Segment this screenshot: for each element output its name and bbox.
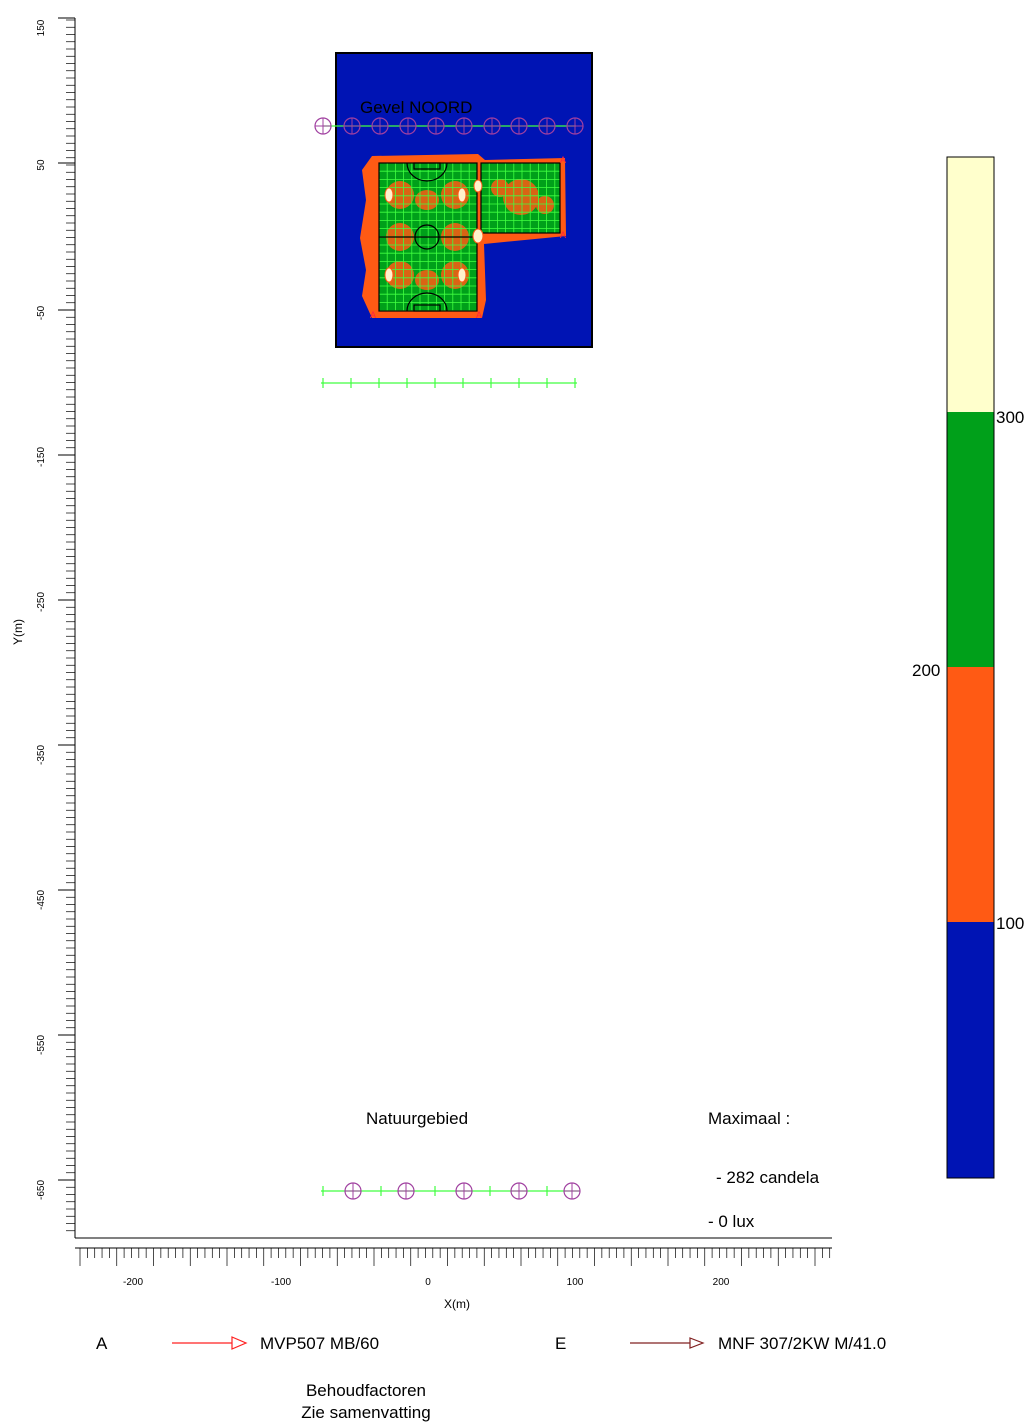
y-axis-tick-label: 50	[36, 159, 47, 171]
facade-north-observers	[314, 117, 584, 135]
legend-name: MVP507 MB/60	[260, 1334, 379, 1353]
luminaire-legend: A MVP507 MB/60 E MNF 307/2KW M/41.0 Beho…	[96, 1334, 886, 1422]
y-axis-tick-label: -250	[36, 592, 47, 612]
nature-area-label: Natuurgebied	[366, 1109, 468, 1128]
maintenance-factors-note: Zie samenvatting	[301, 1403, 430, 1422]
legend-arrow-icon	[630, 1337, 705, 1349]
maximum-title: Maximaal :	[708, 1109, 790, 1128]
y-axis-tick-label: -150	[36, 447, 47, 467]
y-axis-title: Y(m)	[11, 619, 25, 645]
y-axis-tick-label: -50	[36, 305, 47, 320]
x-axis-tick-label: 200	[713, 1277, 730, 1288]
y-axis-major-ticks	[58, 17, 75, 1181]
site-plan: A A A A Gevel NOORD	[335, 52, 593, 348]
luminaire-marker: A	[560, 230, 566, 240]
x-axis-tick-label: 0	[425, 1277, 431, 1288]
legend-name: MNF 307/2KW M/41.0	[718, 1334, 886, 1353]
x-axis-minor-ticks	[79, 1248, 831, 1266]
color-scale-band	[947, 157, 994, 412]
y-axis-tick-label: -450	[36, 890, 47, 910]
x-axis-tick-label: -200	[123, 1277, 143, 1288]
observer-lines	[314, 117, 584, 1200]
y-axis-tick-label: -550	[36, 1035, 47, 1055]
color-scale-band	[947, 922, 994, 1178]
color-scale-band	[947, 412, 994, 667]
x-axis-title: X(m)	[444, 1297, 470, 1311]
y-axis-tick-label: -350	[36, 745, 47, 765]
legend-code: E	[555, 1334, 566, 1353]
y-axis-tick-label: -650	[36, 1180, 47, 1200]
y-axis-tick-label: 150	[36, 19, 47, 36]
maximum-lux: - 0 lux	[708, 1212, 755, 1231]
x-axis-tick-label: 100	[567, 1277, 584, 1288]
legend-arrow-icon	[172, 1336, 248, 1350]
pitch-markings	[378, 162, 561, 312]
color-scale-label: 100	[996, 914, 1024, 933]
color-scale-label: 300	[996, 408, 1024, 427]
luminaire-markers: A A A A	[370, 155, 566, 320]
y-axis-minor-ticks	[66, 19, 75, 1232]
y-axis: 150 50 -50 -150 -250 -350 -450 -550 -650…	[11, 17, 76, 1238]
maximum-candela: - 282 candela	[716, 1168, 820, 1187]
legend-code: A	[96, 1334, 108, 1353]
color-scale: 300 200 100	[912, 156, 1024, 1179]
middle-observer-line	[321, 378, 577, 388]
nature-area-observers	[321, 1182, 581, 1200]
luminaire-marker: A	[370, 310, 376, 320]
maintenance-factors-title: Behoudfactoren	[306, 1381, 426, 1400]
luminaire-glare-spots	[384, 179, 484, 283]
color-scale-label: 200	[912, 661, 940, 680]
luminaire-marker: A	[560, 155, 566, 165]
luminaire-marker: A	[476, 310, 482, 320]
x-axis: -200 -100 0 100 200 X(m)	[75, 1237, 832, 1311]
x-axis-tick-label: -100	[271, 1277, 291, 1288]
color-scale-band	[947, 667, 994, 922]
facade-label: Gevel NOORD	[360, 98, 472, 117]
